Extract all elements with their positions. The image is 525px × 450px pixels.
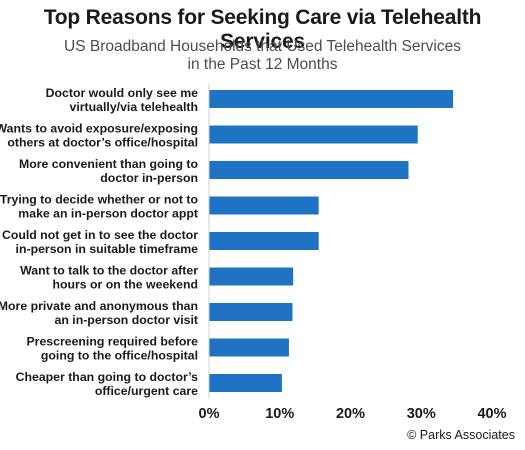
- x-tick-label-40: 40%: [477, 406, 506, 422]
- category-label-5-line-2: in-person in suitable timeframe: [16, 242, 199, 256]
- chart-subtitle-line-2: in the Past 12 Months: [187, 56, 338, 73]
- source-credit: © Parks Associates: [407, 428, 515, 442]
- category-label-3-line-1: More convenient than going to: [19, 157, 198, 171]
- bar-4: [209, 196, 319, 215]
- bars-group: [209, 90, 454, 392]
- category-label-2-line-2: others at doctor’s office/hospital: [7, 136, 198, 150]
- category-label-6-line-2: hours or on the weekend: [52, 278, 198, 292]
- category-label-9-line-2: office/urgent care: [95, 384, 198, 398]
- bar-2: [209, 125, 418, 144]
- category-label-1-line-2: virtually/via telehealth: [70, 100, 199, 114]
- bar-6: [209, 267, 294, 286]
- bar-8: [209, 338, 289, 357]
- x-tick-label-10: 10%: [265, 406, 294, 422]
- x-tick-label-30: 30%: [407, 406, 436, 422]
- x-tick-labels-group: 0% 10% 20% 30% 40%: [199, 406, 507, 422]
- category-label-5-line-1: Could not get in to see the doctor: [2, 228, 198, 242]
- category-label-8-line-1: Prescreening required before: [26, 335, 198, 349]
- category-label-2-line-1: Wants to avoid exposure/exposing: [0, 122, 198, 136]
- category-label-9-line-1: Cheaper than going to doctor’s: [16, 370, 199, 384]
- x-tick-label-0: 0%: [199, 406, 220, 422]
- bar-7: [209, 303, 293, 321]
- x-tick-label-20: 20%: [336, 406, 365, 422]
- category-label-4-line-1: Trying to decide whether or not to: [0, 193, 198, 207]
- bar-9: [209, 374, 282, 392]
- bar-1: [209, 90, 454, 108]
- bar-5: [209, 232, 319, 250]
- bar-3: [209, 161, 409, 179]
- category-label-4-line-2: make an in-person doctor appt: [18, 207, 198, 221]
- category-label-6-line-1: Want to talk to the doctor after: [20, 264, 198, 278]
- category-label-7-line-2: an in-person doctor visit: [55, 313, 198, 327]
- chart-subtitle-line-1: US Broadband Households that Used Telehe…: [64, 38, 461, 55]
- category-label-3-line-2: doctor in-person: [100, 171, 198, 185]
- category-label-8-line-2: going to the office/hospital: [41, 349, 198, 363]
- category-label-7-line-1: More private and anonymous than: [0, 299, 198, 313]
- chart-subtitle: US Broadband Households that Used Telehe…: [0, 38, 525, 74]
- chart-title: Top Reasons for Seeking Care via Telehea…: [43, 6, 482, 53]
- category-label-1-line-1: Doctor would only see me: [46, 86, 199, 100]
